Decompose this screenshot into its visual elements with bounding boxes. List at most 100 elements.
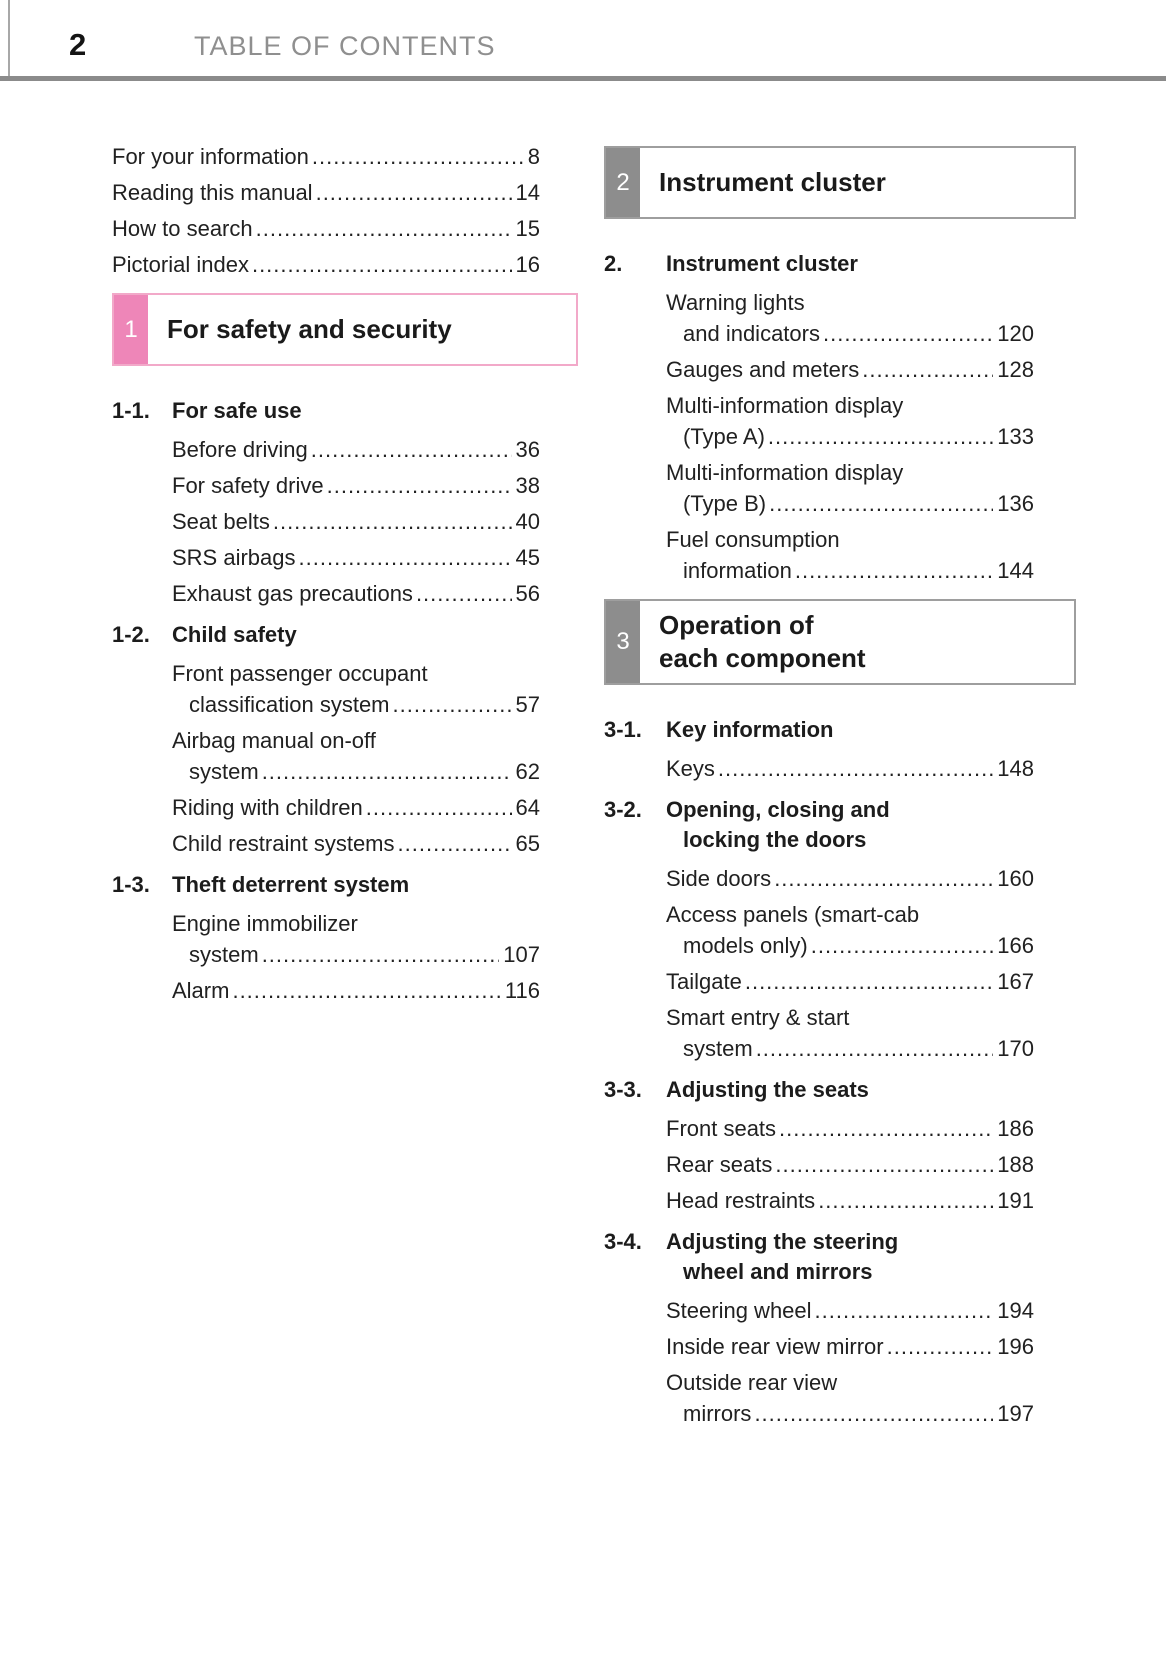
section-banner-title-line: For safety and security (167, 314, 452, 344)
toc-entry: Engine immobilizer system 107 (172, 908, 540, 970)
toc-entry-line: Head restraints 191 (666, 1185, 1034, 1216)
toc-entry-page-number: 16 (515, 252, 540, 277)
toc-entry-label: Riding with children (172, 795, 363, 820)
toc-entry-line: system 107 (172, 939, 540, 970)
header-divider-rule (0, 76, 1166, 81)
subsection-title: Adjusting the seats (666, 1075, 869, 1105)
toc-entry-page-number: 57 (515, 692, 540, 717)
toc-entry-label: Pictorial index (112, 252, 249, 277)
toc-entry-page-number: 40 (515, 509, 540, 534)
toc-entry-label: Child restraint systems (172, 831, 395, 856)
toc-entry-line: Fuel consumption (666, 524, 1034, 555)
toc-entry-page-number: 191 (997, 1188, 1034, 1213)
toc-entry: Rear seats 188 (666, 1149, 1034, 1180)
toc-entry-label: SRS airbags (172, 545, 296, 570)
toc-entry-page-number: 14 (515, 180, 540, 205)
toc-entry-page-number: 15 (515, 216, 540, 241)
toc-entry-line: (Type A) 133 (666, 421, 1034, 452)
toc-entry-line: Tailgate 167 (666, 966, 1034, 997)
toc-entry-label: system (683, 1036, 753, 1061)
toc-subsection: 3-3. Adjusting the seats Front seats 186 Rea… (604, 1075, 1076, 1216)
toc-entry-label: Rear seats (666, 1152, 773, 1177)
subsection-heading: 1-1. For safe use (112, 396, 578, 426)
toc-leader-dots (887, 1331, 994, 1362)
toc-entry-label: Multi-information display (666, 460, 904, 485)
toc-subsection: 1-2. Child safety Front passenger occupant… (112, 620, 578, 859)
toc-leader-dots (366, 792, 512, 823)
toc-entry-page-number: 197 (997, 1401, 1034, 1426)
section-banner-title-line: Instrument cluster (659, 167, 886, 197)
toc-entry-page-number: 56 (515, 581, 540, 606)
toc-content: For your information 8 Reading this manual… (0, 81, 1166, 1434)
toc-entry-page-number: 136 (997, 491, 1034, 516)
toc-leader-dots (754, 1398, 993, 1429)
toc-entry-line: Front seats 186 (666, 1113, 1034, 1144)
toc-leader-dots (768, 421, 993, 452)
subsection-title: Adjusting the steering wheel and mirrors (666, 1227, 898, 1287)
toc-leader-dots (756, 1033, 994, 1064)
toc-entry: Front passenger occupant classification s… (172, 658, 540, 720)
toc-leader-dots (774, 863, 993, 894)
toc-entry-label: and indicators (683, 321, 820, 346)
toc-entry: Keys 148 (666, 753, 1034, 784)
toc-entry: For your information 8 (112, 141, 540, 172)
toc-entry-label: models only) (683, 933, 808, 958)
manual-toc-page: 2 TABLE OF CONTENTS For your information… (0, 0, 1166, 1434)
section-banner-title: Operation of each component (640, 601, 874, 683)
toc-entry-label: Front seats (666, 1116, 777, 1141)
toc-leader-dots (299, 542, 512, 573)
toc-leader-dots (398, 828, 512, 859)
section-tab-number: 2 (606, 148, 640, 217)
toc-leader-dots (416, 578, 512, 609)
toc-leader-dots (779, 1113, 993, 1144)
toc-entry-line: information 144 (666, 555, 1034, 586)
subsection-entries: Steering wheel 194 Inside rear view mirror… (604, 1295, 1034, 1429)
toc-leader-dots (312, 141, 524, 172)
toc-entry-label: Engine immobilizer (172, 911, 358, 936)
toc-entry-line: Engine immobilizer (172, 908, 540, 939)
subsection-entries: Before driving 36 For safety drive 38 Seat b… (112, 434, 540, 609)
section-banner: 1 For safety and security (112, 293, 578, 366)
toc-subsection: 2. Instrument cluster Warning lights and in… (604, 249, 1076, 586)
toc-entry-label: classification system (189, 692, 390, 717)
toc-entry-line: and indicators 120 (666, 318, 1034, 349)
toc-leader-dots (718, 753, 993, 784)
subsection-number: 3-4. (604, 1229, 642, 1254)
toc-entry-label: Tailgate (666, 969, 742, 994)
page-title: TABLE OF CONTENTS (194, 31, 496, 61)
toc-entry-line: Warning lights (666, 287, 1034, 318)
toc-entry: How to search 15 (112, 213, 540, 244)
toc-entry-label: mirrors (683, 1401, 752, 1426)
subsection-number: 1-3. (112, 872, 150, 897)
toc-entry-line: classification system 57 (172, 689, 540, 720)
toc-entry-label: Gauges and meters (666, 357, 860, 382)
toc-subsection: 1-1. For safe use Before driving 36 For safe… (112, 396, 578, 609)
toc-subsection: 3-4. Adjusting the steering wheel and mirr… (604, 1227, 1076, 1429)
subsection-entries: Front passenger occupant classification s… (112, 658, 540, 859)
subsection-title: Key information (666, 715, 833, 745)
toc-entry-line: Gauges and meters 128 (666, 354, 1034, 385)
toc-entry-label: Multi-information display (666, 393, 904, 418)
subsection-title-line: For safe use (172, 398, 302, 423)
toc-entry-page-number: 38 (515, 473, 540, 498)
subsection-number: 2. (604, 251, 623, 276)
toc-entry-line: mirrors 197 (666, 1398, 1034, 1429)
toc-entry: Exhaust gas precautions 56 (172, 578, 540, 609)
toc-leader-dots (823, 318, 993, 349)
header-left-edge-rule (8, 0, 10, 81)
toc-entry: Child restraint systems 65 (172, 828, 540, 859)
subsection-title: Opening, closing and locking the doors (666, 795, 890, 855)
toc-entry-page-number: 186 (997, 1116, 1034, 1141)
toc-column-left: For your information 8 Reading this manual… (112, 141, 578, 1011)
toc-entry: Multi-information display (Type A) 133 (666, 390, 1034, 452)
toc-entry-line: Alarm 116 (172, 975, 540, 1006)
toc-entry: Head restraints 191 (666, 1185, 1034, 1216)
toc-entry-page-number: 133 (997, 424, 1034, 449)
subsection-title-line: Theft deterrent system (172, 872, 410, 897)
toc-entry-label: system (189, 942, 259, 967)
toc-entry-line: Seat belts 40 (172, 506, 540, 537)
toc-entry-line: Multi-information display (666, 390, 1034, 421)
toc-leader-dots (811, 930, 994, 961)
toc-entry: Multi-information display (Type B) 136 (666, 457, 1034, 519)
page-number: 2 (69, 27, 87, 62)
